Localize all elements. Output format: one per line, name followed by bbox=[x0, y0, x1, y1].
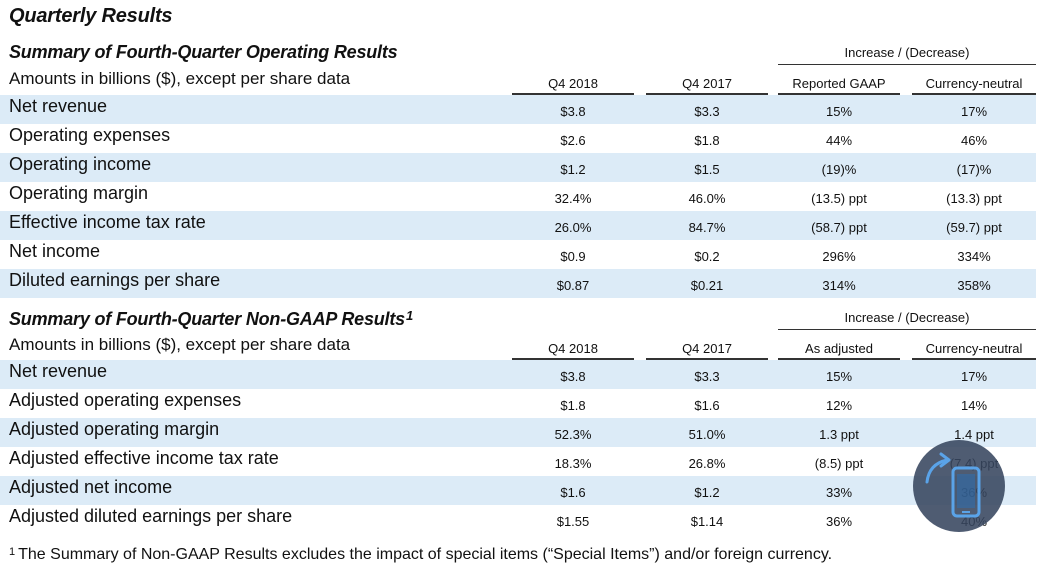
cell-q4-2018: $1.6 bbox=[560, 485, 586, 500]
cell-reported-gaap: 15% bbox=[825, 104, 853, 119]
table-row: Adjusted operating margin 52.3% 51.0% 1.… bbox=[0, 418, 1036, 447]
cell-currency-neutral: 334% bbox=[957, 249, 991, 264]
table-row: Adjusted diluted earnings per share $1.5… bbox=[0, 505, 1036, 534]
cell-q4-2017: $1.14 bbox=[690, 514, 724, 529]
table-row: Adjusted effective income tax rate 18.3%… bbox=[0, 447, 1036, 476]
row-label: Adjusted diluted earnings per share bbox=[9, 506, 293, 526]
row-label: Net income bbox=[9, 241, 101, 261]
table-row: Adjusted operating expenses $1.8 $1.6 12… bbox=[0, 389, 1036, 418]
footnote: 1 The Summary of Non-GAAP Results exclude… bbox=[9, 546, 1039, 564]
cell-q4-2017: 51.0% bbox=[688, 427, 726, 442]
cell-currency-neutral: 17% bbox=[960, 369, 988, 384]
row-label: Net revenue bbox=[9, 96, 108, 116]
cell-q4-2017: $1.2 bbox=[694, 485, 720, 500]
cell-q4-2017: 84.7% bbox=[688, 220, 726, 235]
row-label: Operating income bbox=[9, 154, 152, 174]
nongaap-col-header-q4-2017: Q4 2017 bbox=[646, 340, 768, 360]
cell-as-adjusted: 1.3 ppt bbox=[819, 427, 859, 442]
cell-as-adjusted: 12% bbox=[825, 398, 853, 413]
cell-q4-2018: $3.8 bbox=[560, 104, 586, 119]
page-title: Quarterly Results bbox=[9, 5, 173, 27]
cell-q4-2017: $0.2 bbox=[694, 249, 720, 264]
table-row: Diluted earnings per share $0.87 $0.21 3… bbox=[0, 269, 1036, 298]
row-label: Adjusted effective income tax rate bbox=[9, 448, 279, 468]
cell-currency-neutral: 17% bbox=[960, 104, 988, 119]
cell-currency-neutral: (13.3) ppt bbox=[946, 191, 1002, 206]
cell-q4-2018: $3.8 bbox=[560, 369, 586, 384]
gaap-col-header-reported-gaap: Reported GAAP bbox=[778, 75, 900, 95]
cell-q4-2017: $1.5 bbox=[694, 162, 720, 177]
cell-q4-2017: $0.21 bbox=[690, 278, 724, 293]
row-label: Net revenue bbox=[9, 361, 108, 381]
cell-reported-gaap: 314% bbox=[822, 278, 856, 293]
cell-as-adjusted: (8.5) ppt bbox=[814, 456, 864, 471]
nongaap-col-header-currency-neutral: Currency-neutral bbox=[912, 340, 1036, 360]
cell-q4-2017: $3.3 bbox=[694, 369, 720, 384]
cell-reported-gaap: 296% bbox=[822, 249, 856, 264]
cell-reported-gaap: (19)% bbox=[821, 162, 857, 177]
cell-currency-neutral: 1.4 ppt bbox=[954, 427, 994, 442]
cell-q4-2018: $1.55 bbox=[556, 514, 590, 529]
nongaap-group-header: Increase / (Decrease) bbox=[844, 310, 970, 325]
footnote-text: The Summary of Non-GAAP Results excludes… bbox=[18, 546, 833, 563]
cell-q4-2018: 18.3% bbox=[554, 456, 592, 471]
row-label: Adjusted net income bbox=[9, 477, 173, 497]
gaap-group-header: Increase / (Decrease) bbox=[844, 45, 970, 60]
cell-q4-2018: 26.0% bbox=[554, 220, 592, 235]
gaap-col-header-currency-neutral: Currency-neutral bbox=[912, 75, 1036, 95]
footnote-mark: 1 bbox=[405, 308, 413, 323]
table-row: Operating income $1.2 $1.5 (19)% (17)% bbox=[0, 153, 1036, 182]
gaap-col-header-q4-2017: Q4 2017 bbox=[646, 75, 768, 95]
cell-q4-2018: $0.87 bbox=[556, 278, 590, 293]
nongaap-units-note: Amounts in billions ($), except per shar… bbox=[9, 335, 351, 354]
cell-q4-2017: $1.6 bbox=[694, 398, 720, 413]
table-row: Adjusted net income $1.6 $1.2 33% 36% bbox=[0, 476, 1036, 505]
cell-as-adjusted: 33% bbox=[825, 485, 853, 500]
table-row: Operating expenses $2.6 $1.8 44% 46% bbox=[0, 124, 1036, 153]
gaap-group-rule bbox=[778, 64, 1036, 65]
nongaap-col-header-as-adjusted: As adjusted bbox=[778, 340, 900, 360]
row-label: Diluted earnings per share bbox=[9, 270, 221, 290]
cell-q4-2018: $1.8 bbox=[560, 398, 586, 413]
cell-currency-neutral: (17)% bbox=[956, 162, 992, 177]
cell-currency-neutral: 14% bbox=[960, 398, 988, 413]
footnote-number: 1 bbox=[9, 546, 16, 558]
nongaap-group-rule bbox=[778, 329, 1036, 330]
row-label: Adjusted operating margin bbox=[9, 419, 220, 439]
cell-q4-2018: $2.6 bbox=[560, 133, 586, 148]
row-label: Adjusted operating expenses bbox=[9, 390, 242, 410]
table-row: Effective income tax rate 26.0% 84.7% (5… bbox=[0, 211, 1036, 240]
cell-currency-neutral: 46% bbox=[960, 133, 988, 148]
cell-reported-gaap: 44% bbox=[825, 133, 853, 148]
table-row: Net revenue $3.8 $3.3 15% 17% bbox=[0, 360, 1036, 389]
row-label: Operating expenses bbox=[9, 125, 171, 145]
cell-q4-2018: $1.2 bbox=[560, 162, 586, 177]
cell-q4-2018: $0.9 bbox=[560, 249, 586, 264]
row-label: Effective income tax rate bbox=[9, 212, 206, 232]
cell-currency-neutral: (59.7) ppt bbox=[946, 220, 1002, 235]
cell-q4-2017: 46.0% bbox=[688, 191, 726, 206]
cell-reported-gaap: (13.5) ppt bbox=[811, 191, 867, 206]
cell-as-adjusted: 36% bbox=[825, 514, 853, 529]
row-label: Operating margin bbox=[9, 183, 149, 203]
cell-as-adjusted: 15% bbox=[825, 369, 853, 384]
rotate-device-button[interactable] bbox=[913, 440, 1005, 532]
table-row: Net revenue $3.8 $3.3 15% 17% bbox=[0, 95, 1036, 124]
cell-currency-neutral: 358% bbox=[957, 278, 991, 293]
cell-reported-gaap: (58.7) ppt bbox=[811, 220, 867, 235]
cell-q4-2018: 32.4% bbox=[554, 191, 592, 206]
gaap-col-header-q4-2018: Q4 2018 bbox=[512, 75, 634, 95]
nongaap-section-title: Summary of Fourth-Quarter Non-GAAP Resul… bbox=[9, 308, 413, 330]
cell-q4-2017: 26.8% bbox=[688, 456, 726, 471]
gaap-section-title: Summary of Fourth-Quarter Operating Resu… bbox=[9, 42, 398, 62]
table-row: Operating margin 32.4% 46.0% (13.5) ppt … bbox=[0, 182, 1036, 211]
table-row: Net income $0.9 $0.2 296% 334% bbox=[0, 240, 1036, 269]
nongaap-col-header-q4-2018: Q4 2018 bbox=[512, 340, 634, 360]
cell-q4-2017: $1.8 bbox=[694, 133, 720, 148]
nongaap-title-text: Summary of Fourth-Quarter Non-GAAP Resul… bbox=[9, 309, 405, 329]
cell-q4-2018: 52.3% bbox=[554, 427, 592, 442]
cell-q4-2017: $3.3 bbox=[694, 104, 720, 119]
gaap-units-note: Amounts in billions ($), except per shar… bbox=[9, 69, 351, 88]
rotate-phone-icon bbox=[925, 452, 981, 518]
